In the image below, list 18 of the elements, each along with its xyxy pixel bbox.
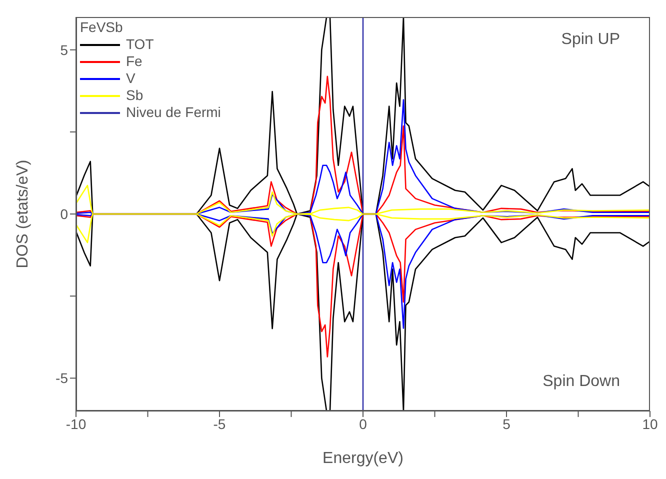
legend-label: V [126, 70, 136, 87]
annotation: Spin Down [542, 373, 620, 391]
x-tick-label: 5 [502, 416, 511, 432]
x-tick-label: 0 [359, 416, 368, 432]
x-tick-label: 10 [642, 416, 658, 432]
y-axis-title: DOS (etats/eV) [14, 160, 32, 268]
legend-label: Fe [126, 53, 142, 70]
y-tick-label: 0 [60, 206, 68, 222]
legend-label: Niveu de Fermi [126, 104, 221, 121]
y-tick-label: -5 [56, 370, 68, 386]
legend-title: FeVSb [80, 19, 124, 36]
x-axis-title: Energy(eV) [322, 450, 404, 467]
x-tick-label: -5 [213, 416, 226, 432]
legend-label: TOT [126, 36, 154, 53]
y-tick-label: 5 [60, 42, 68, 58]
x-tick-label: -10 [66, 416, 86, 432]
annotation: Spin UP [561, 31, 620, 49]
legend-label: Sb [126, 87, 144, 104]
